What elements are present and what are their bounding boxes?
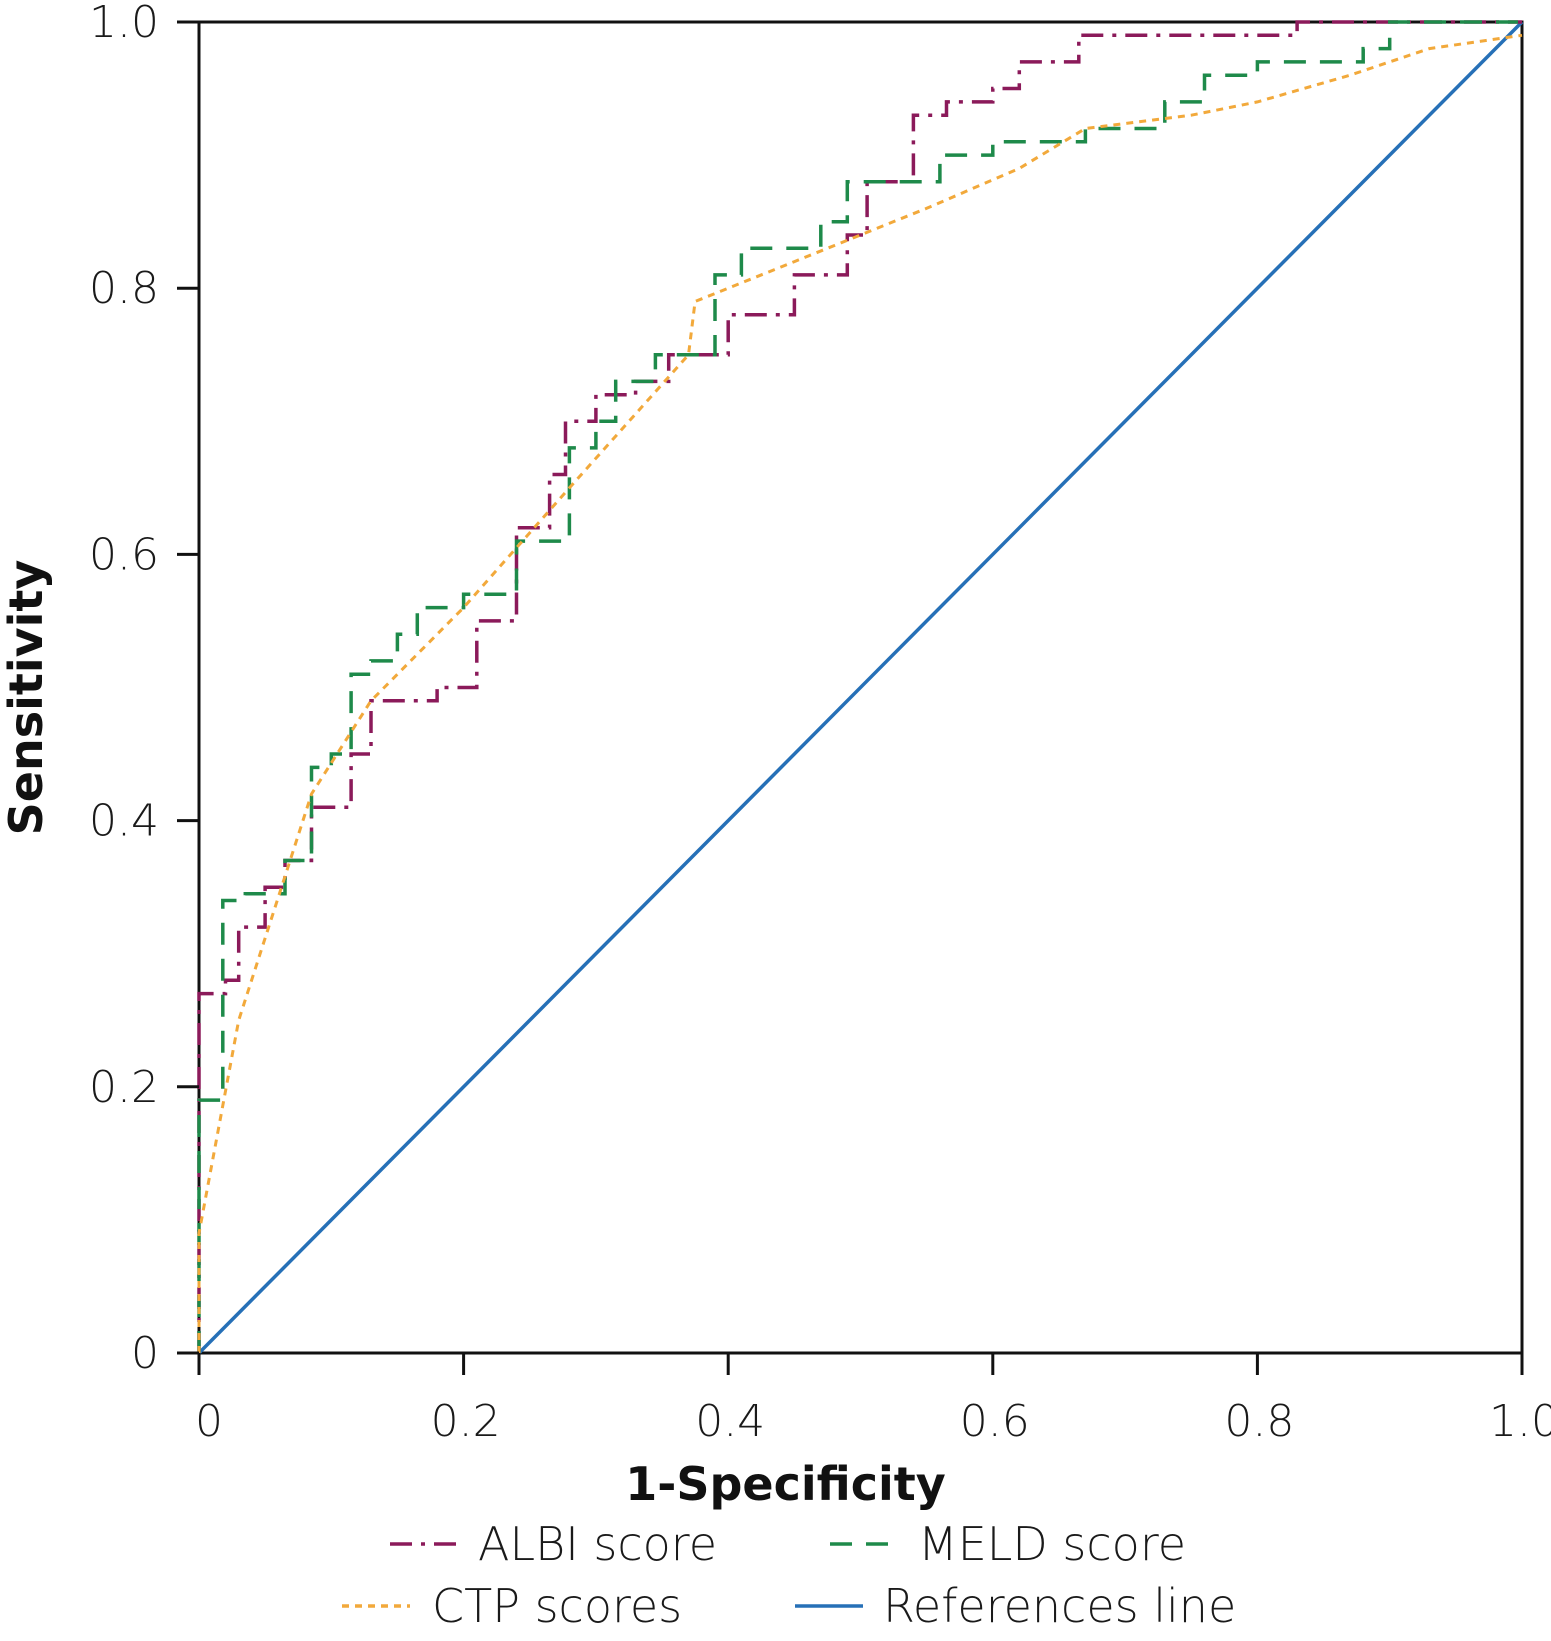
legend-label: ALBI score — [478, 1517, 717, 1571]
x-tick-label: 0.4 — [695, 1396, 765, 1447]
x-tick-label: 1.0 — [1489, 1396, 1551, 1447]
legend-label: CTP scores — [432, 1579, 682, 1633]
plot-border — [197, 20, 1524, 1355]
y-tick-label: 0 — [131, 1328, 159, 1379]
x-axis: 0 0.2 0.4 0.6 0.8 1.0 — [195, 1353, 1551, 1447]
legend-label: MELD score — [918, 1517, 1186, 1571]
x-tick-label: 0.2 — [431, 1396, 501, 1447]
series-line-meld-score — [197, 20, 1522, 1353]
series-line-ctp-scores — [197, 33, 1523, 1353]
legend-label: References line — [883, 1579, 1236, 1633]
series-line-references-line — [197, 20, 1524, 1355]
y-tick-label: 0.8 — [89, 263, 159, 314]
y-tick-label: 0.4 — [89, 796, 159, 847]
y-axis-title: Sensitivity — [0, 560, 53, 836]
legend: ALBI score MELD score CTP scores References… — [342, 1517, 1236, 1633]
y-tick-label: 0.6 — [89, 529, 159, 580]
y-axis: 0 0.2 0.4 0.6 0.8 1.0 — [89, 0, 199, 1379]
plot-frame — [197, 20, 1524, 1355]
y-tick-label: 0.2 — [89, 1062, 159, 1113]
series-layer — [197, 20, 1524, 1355]
series-line-albi-score — [197, 20, 1522, 1353]
x-tick-label: 0.8 — [1224, 1396, 1294, 1447]
x-tick-label: 0.6 — [960, 1396, 1030, 1447]
x-tick-label: 0 — [195, 1396, 223, 1447]
y-tick-label: 1.0 — [89, 0, 159, 48]
x-axis-title: 1-Specificity — [625, 1457, 946, 1511]
